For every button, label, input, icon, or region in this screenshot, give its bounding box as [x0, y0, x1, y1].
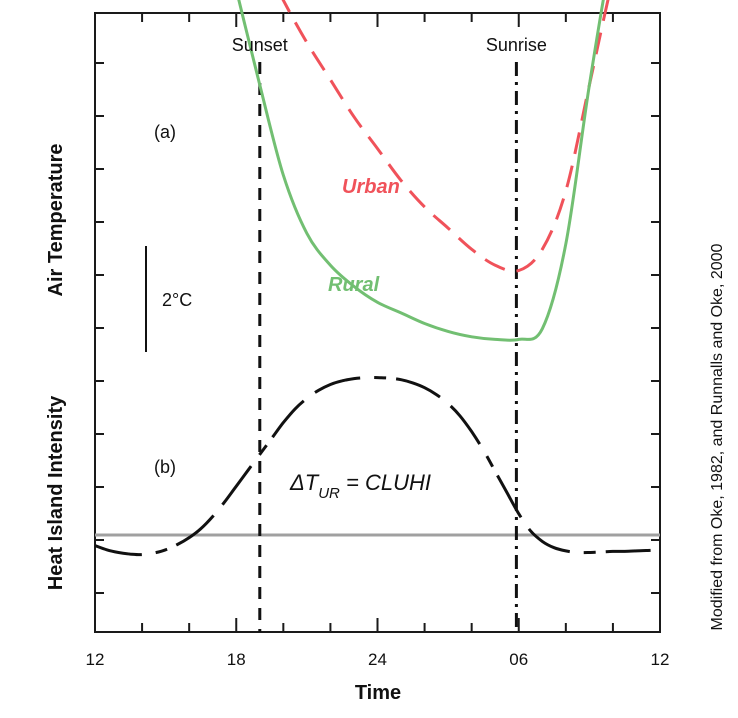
x-tick-labels: 12 18 24 06 12	[86, 650, 670, 669]
plot-frame	[94, 12, 661, 633]
axis-ticks	[95, 13, 660, 632]
formula-prefix: ΔT	[289, 470, 320, 495]
x-tick-label: 24	[368, 650, 387, 669]
x-tick-label: 12	[86, 650, 105, 669]
sunset-label: Sunset	[232, 35, 288, 55]
panel-b-label: (b)	[154, 457, 176, 477]
urban-series-label: Urban	[342, 176, 400, 198]
x-axis-title: Time	[355, 682, 401, 704]
formula-suffix: = CLUHI	[340, 470, 431, 495]
heat-island-intensity-line	[94, 375, 651, 557]
sunrise-label: Sunrise	[486, 35, 547, 55]
scale-bar-label: 2°C	[162, 290, 192, 310]
source-credit: Modified from Oke, 1982, and Runnalls an…	[709, 243, 726, 630]
heat-island-formula: ΔTUR = CLUHI	[289, 470, 431, 502]
urban-series-line	[281, 0, 610, 273]
x-tick-label: 06	[509, 650, 528, 669]
y-axis-title-heat-island-intensity: Heat Island Intensity	[45, 395, 67, 590]
y-axis-title-air-temperature: Air Temperature	[45, 143, 67, 296]
x-tick-label: 12	[651, 650, 670, 669]
rural-series-line	[237, 0, 605, 342]
panel-a-label: (a)	[154, 122, 176, 142]
x-tick-label: 18	[227, 650, 246, 669]
formula-subscript: UR	[318, 485, 340, 502]
rural-series-label: Rural	[328, 274, 380, 296]
